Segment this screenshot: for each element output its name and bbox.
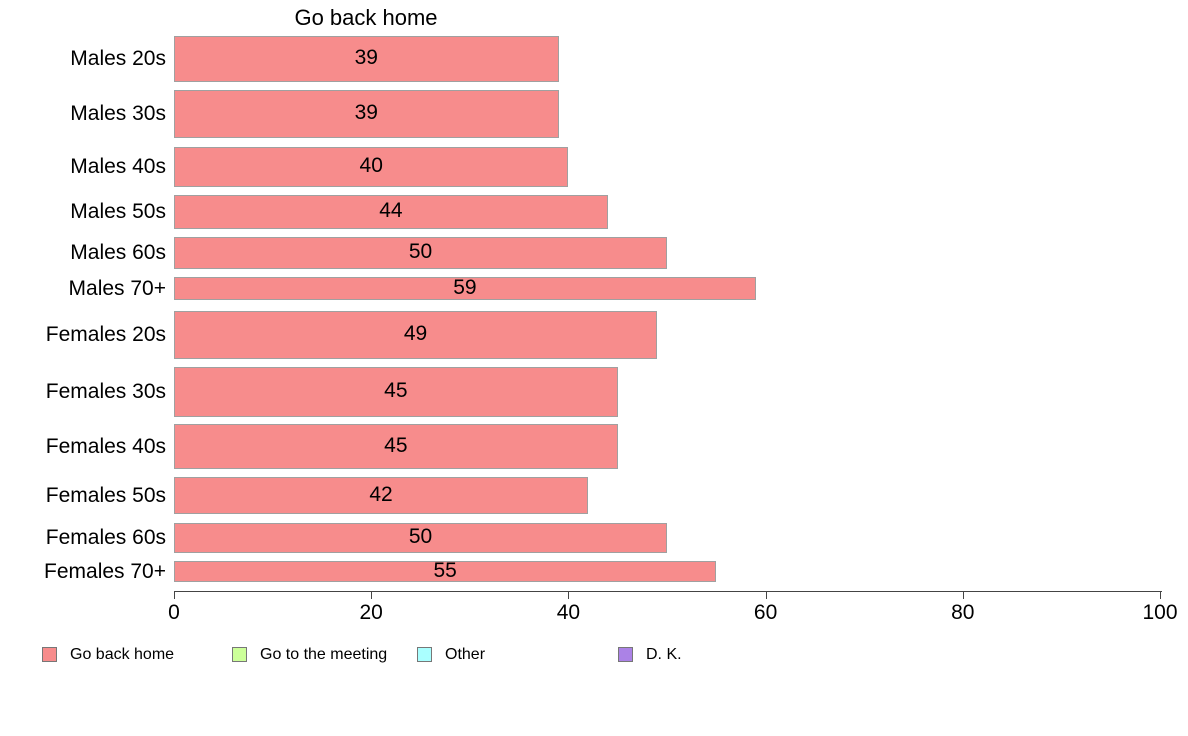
- category-label: Females 70+: [44, 559, 166, 583]
- x-axis-tick-label: 0: [168, 601, 180, 624]
- x-axis-tick: [568, 592, 570, 599]
- legend-swatch-icon: [232, 647, 247, 662]
- x-axis-tick-label: 80: [951, 601, 975, 624]
- legend-swatch-icon: [417, 647, 432, 662]
- x-axis-tick-label: 40: [556, 601, 581, 624]
- bar: [174, 147, 569, 187]
- category-label: Males 20s: [70, 47, 166, 70]
- bar-value-label: 39: [354, 101, 378, 124]
- x-axis-tick: [371, 592, 373, 599]
- category-label: Females 50s: [45, 483, 166, 507]
- x-axis-line: [174, 591, 1162, 592]
- bar-value-label: 45: [384, 433, 408, 457]
- bar: [174, 311, 658, 359]
- legend-label: Other: [445, 646, 486, 663]
- bar: [174, 477, 589, 514]
- bar-value-label: 50: [408, 240, 433, 263]
- legend-swatch-icon: [42, 647, 57, 662]
- bar-value-label: 59: [453, 275, 477, 299]
- bar-value-label: 55: [433, 558, 457, 582]
- category-label: Females 40s: [45, 434, 166, 458]
- chart-title: Go back home: [294, 5, 438, 30]
- legend-label: Go back home: [70, 646, 175, 663]
- bar: [174, 523, 667, 553]
- bar: [174, 424, 618, 469]
- bar: [174, 561, 717, 582]
- category-label: Males 40s: [70, 155, 166, 178]
- category-label: Males 50s: [70, 200, 166, 223]
- bar: [174, 36, 559, 82]
- category-label: Males 60s: [70, 241, 166, 264]
- bar: [174, 195, 608, 229]
- bar-value-label: 44: [379, 199, 403, 222]
- category-label: Females 60s: [45, 526, 166, 549]
- bar: [174, 367, 618, 417]
- bar-value-label: 39: [354, 46, 378, 69]
- x-axis-tick: [174, 592, 175, 599]
- x-axis-tick: [962, 592, 964, 599]
- x-axis-tick-label: 20: [359, 601, 383, 624]
- legend-label: Go to the meeting: [260, 646, 388, 663]
- bar-value-label: 50: [408, 525, 433, 548]
- bar: [174, 237, 667, 269]
- bar-value-label: 49: [403, 322, 428, 345]
- bar-value-label: 40: [359, 154, 383, 177]
- bar: [174, 90, 559, 138]
- category-label: Males 30s: [70, 102, 166, 125]
- category-label: Males 70+: [68, 276, 166, 300]
- category-label: Females 20s: [45, 323, 166, 346]
- bar-value-label: 45: [384, 379, 408, 402]
- x-axis-tick: [765, 592, 767, 599]
- category-label: Females 30s: [45, 380, 166, 403]
- legend-swatch-icon: [618, 647, 633, 662]
- legend-label: D. K.: [646, 646, 682, 663]
- x-axis-tick-label: 60: [753, 601, 778, 624]
- bar: [174, 277, 756, 300]
- bar-value-label: 42: [369, 482, 393, 506]
- x-axis-tick: [1160, 592, 1161, 599]
- x-axis-tick-label: 100: [1142, 601, 1178, 624]
